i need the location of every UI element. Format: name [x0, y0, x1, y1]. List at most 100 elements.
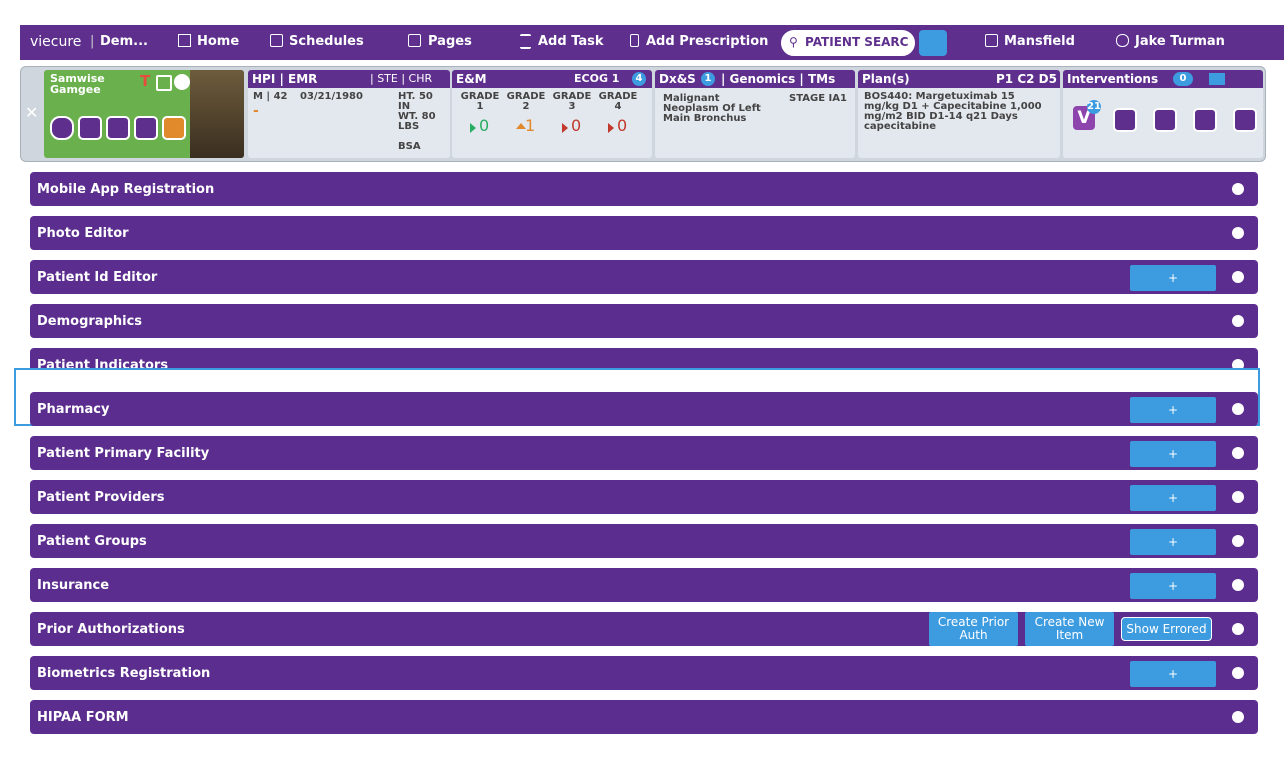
interventions-card: Interventions 0 V 21 [1063, 70, 1263, 158]
section-button[interactable]: + [1130, 573, 1216, 599]
toggle-dot[interactable] [1232, 183, 1244, 195]
em-card: E&M ECOG 1 4 GRADE 1 0 GRADE 2 1 GRADE 3 0 GRADE… [452, 70, 652, 158]
section-button[interactable]: + [1130, 441, 1216, 467]
section-title: Mobile App Registration [37, 182, 215, 197]
section-bar[interactable]: Patient Groups + [30, 524, 1258, 558]
section-title: Prior Authorizations [37, 622, 185, 637]
user[interactable]: Jake Turman [1135, 34, 1225, 49]
top-nav: viecure | Dem... Home Schedules Pages Ad… [20, 25, 1284, 60]
section-bar[interactable]: Pharmacy + [30, 392, 1258, 426]
section-title: Photo Editor [37, 226, 129, 241]
nav-item[interactable]: Add Task [538, 34, 604, 49]
hpi-card: HPI | EMR | STE | CHR M | 42 03/21/1980 H… [248, 70, 450, 158]
cart-badge: 0 [1173, 72, 1193, 86]
section-button[interactable]: Create Prior Auth [929, 612, 1018, 646]
nav-item[interactable]: Pages [428, 34, 472, 49]
section-bar[interactable]: Mobile App Registration [30, 172, 1258, 206]
toggle-dot[interactable] [1232, 623, 1244, 635]
section-bar[interactable]: Patient Providers + [30, 480, 1258, 514]
section-bar[interactable]: Biometrics Registration + [30, 656, 1258, 690]
section-title: Pharmacy [37, 402, 110, 417]
brand: viecure [30, 34, 82, 50]
grade-label: GRADE 4 [598, 91, 638, 112]
ecog-badge: 4 [632, 72, 646, 86]
section-button[interactable]: Show Errored [1121, 617, 1212, 641]
section-title: HIPAA FORM [37, 710, 129, 725]
card-title: HPI | EMR [252, 72, 318, 86]
patient-badge: T [140, 72, 151, 90]
section-title: Insurance [37, 578, 110, 593]
grade-icon [562, 123, 568, 133]
location[interactable]: Mansfield [1004, 34, 1075, 49]
bsa: BSA [398, 141, 421, 152]
grade-value: 0 [571, 116, 582, 135]
nav-item[interactable]: Home [197, 34, 240, 49]
section-title: Patient Primary Facility [37, 446, 210, 461]
section-bar[interactable]: Photo Editor [30, 216, 1258, 250]
dx-card: Dx&S 1 | Genomics | TMs Malignant Neoplasm… [655, 70, 855, 158]
grade-icon [516, 123, 526, 129]
nav-item[interactable]: Add Prescription [646, 34, 769, 49]
section-button[interactable]: + [1130, 265, 1216, 291]
section-title: Demographics [37, 314, 143, 329]
patient-name: Samwise Gamgee [50, 72, 105, 96]
grade-label: GRADE 1 [460, 91, 500, 112]
section-title: Patient Providers [37, 490, 165, 505]
patient-search[interactable]: ⚲ PATIENT SEARC [781, 30, 915, 56]
grade-icon [470, 123, 476, 133]
cycle: P1 C2 D5 [996, 72, 1057, 86]
search-button[interactable] [919, 30, 947, 56]
section-button[interactable]: + [1130, 485, 1216, 511]
practice[interactable]: Dem... [100, 34, 148, 49]
section-button[interactable]: + [1130, 397, 1216, 423]
card-tabs: | Genomics | TMs [721, 72, 836, 86]
stage: STAGE IA1 [789, 93, 847, 104]
section-bar[interactable]: Patient Id Editor + [30, 260, 1258, 294]
toggle-dot[interactable] [1232, 447, 1244, 459]
grade-icon [608, 123, 614, 133]
toggle-dot[interactable] [1232, 271, 1244, 283]
dob: 03/21/1980 [300, 91, 363, 102]
section-bar[interactable]: HIPAA FORM [30, 700, 1258, 734]
toggle-dot[interactable] [1232, 227, 1244, 239]
toggle-dot[interactable] [1232, 711, 1244, 723]
section-bar[interactable]: Insurance + [30, 568, 1258, 602]
section-title: Patient Id Editor [37, 270, 158, 285]
sex-age: M | 42 [253, 91, 288, 102]
patient-card: Samwise Gamgee T [44, 70, 244, 158]
section-bar[interactable]: Demographics [30, 304, 1258, 338]
section-bar[interactable]: Prior Authorizations Create Prior Auth Cre… [30, 612, 1258, 646]
section-button[interactable]: Create New Item [1025, 612, 1114, 646]
weight: WT. 80 LBS [398, 111, 436, 132]
height: HT. 50 IN [398, 91, 433, 112]
diagnosis: Malignant Neoplasm Of Left Main Bronchus [663, 93, 761, 124]
card-tabs: | STE | CHR [370, 72, 433, 85]
toggle-dot[interactable] [1232, 491, 1244, 503]
grade-value: 0 [479, 116, 490, 135]
plan-text: BOS440: Margetuximab 15 mg/kg D1 + Capec… [864, 91, 1042, 132]
patient-photo [190, 70, 244, 158]
patient-header: ✕ Samwise Gamgee T HPI | EMR | STE | CHR … [20, 66, 1266, 162]
toggle-dot[interactable] [1232, 315, 1244, 327]
card-title: E&M [456, 72, 487, 86]
count-badge: 21 [1087, 100, 1101, 114]
grade-value: 0 [617, 116, 628, 135]
nav-item[interactable]: Schedules [289, 34, 364, 49]
section-title: Biometrics Registration [37, 666, 211, 681]
card-title: Interventions [1067, 72, 1159, 86]
dx-badge: 1 [701, 72, 715, 86]
toggle-dot[interactable] [1232, 535, 1244, 547]
ecog: ECOG 1 [574, 72, 620, 85]
dash: - [253, 103, 259, 119]
toggle-dot[interactable] [1232, 667, 1244, 679]
section-button[interactable]: + [1130, 661, 1216, 687]
section-title: Patient Groups [37, 534, 147, 549]
toggle-dot[interactable] [1232, 579, 1244, 591]
section-button[interactable]: + [1130, 529, 1216, 555]
section-bar[interactable]: Patient Primary Facility + [30, 436, 1258, 470]
grade-label: GRADE 3 [552, 91, 592, 112]
toggle-dot[interactable] [1232, 403, 1244, 415]
grade-value: 1 [525, 116, 536, 135]
grade-label: GRADE 2 [506, 91, 546, 112]
